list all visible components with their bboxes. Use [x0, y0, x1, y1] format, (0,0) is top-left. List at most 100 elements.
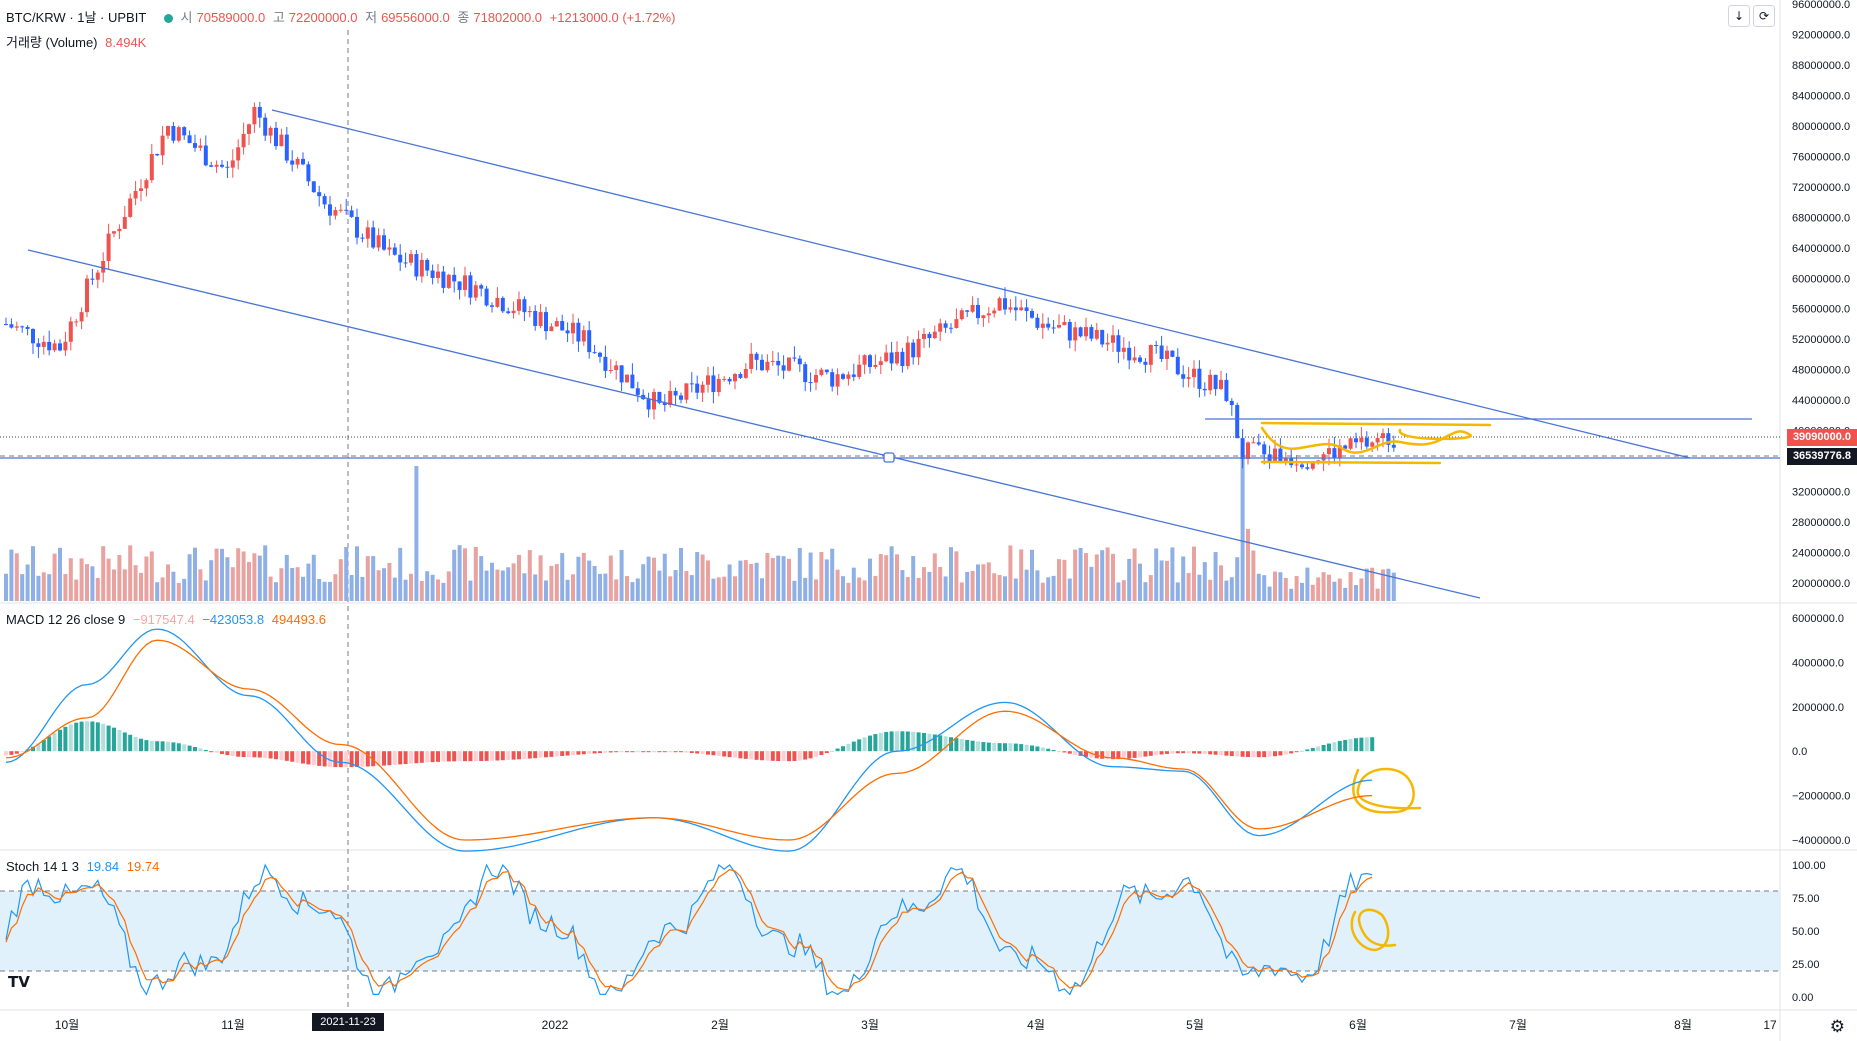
price-axis[interactable]: 96000000.0 92000000.0 88000000.0 84000000.0… — [1792, 0, 1850, 590]
volume-bar — [58, 547, 62, 601]
macd-histogram-bar — [85, 721, 89, 752]
macd-histogram-bar — [101, 723, 106, 752]
volume-bar — [1181, 556, 1186, 601]
time-axis[interactable]: 10월 11월 2022 2월 3월 4월 5월 6월 7월 8월 17 — [55, 1018, 1777, 1032]
macd-histogram-bar — [630, 751, 635, 753]
macd-histogram-bar — [1040, 747, 1045, 752]
volume-bar — [511, 563, 516, 601]
price-axis-label: 24000000.0 — [1792, 548, 1850, 560]
volume-bar — [306, 563, 311, 601]
macd-histogram-bar — [268, 751, 273, 759]
macd-histogram-bar — [533, 751, 538, 759]
volume-bar — [565, 579, 570, 601]
volume-bar — [322, 581, 327, 601]
volume-bar — [895, 554, 899, 601]
macd-histogram-bar — [1165, 751, 1169, 754]
macd-signal-line — [5, 639, 1373, 841]
macd-histogram-bar — [414, 751, 419, 764]
macd-axis[interactable]: 6000000.0 4000000.0 2000000.0 0.0 −2000000.0… — [1792, 613, 1850, 847]
macd-histogram-bar — [635, 751, 640, 753]
volume-bar — [760, 578, 764, 601]
volume-bar — [457, 545, 462, 601]
macd-histogram-bar — [835, 748, 840, 752]
macd-histogram-bar — [247, 751, 251, 758]
volume-bar — [4, 573, 8, 601]
volume-bar — [943, 576, 948, 601]
macd-histogram-bar — [279, 751, 284, 760]
macd-histogram-bar — [857, 739, 862, 752]
macd-histogram-bar — [344, 751, 349, 768]
macd-histogram-bar — [117, 730, 122, 752]
volume-bar — [220, 548, 224, 601]
macd-axis-label: 6000000.0 — [1792, 613, 1844, 625]
candle-body — [738, 374, 743, 378]
price-axis-label: 20000000.0 — [1792, 578, 1850, 590]
candle-body — [749, 353, 754, 369]
candle-body — [1170, 350, 1175, 357]
candle-body — [625, 374, 629, 383]
gear-icon[interactable]: ⚙ — [1829, 1017, 1845, 1037]
volume-bar — [333, 574, 338, 601]
volume-bar — [884, 555, 889, 601]
macd-histogram-bar — [1138, 751, 1142, 758]
tradingview-logo[interactable]: TV — [8, 973, 30, 991]
macd-histogram-bar — [1132, 751, 1137, 758]
volume-bar — [193, 547, 197, 601]
macd-histogram-bar — [1084, 751, 1088, 757]
volume-bar — [900, 570, 905, 601]
arrow-down-icon[interactable]: ↓ — [1728, 5, 1750, 27]
macd-histogram-bar — [419, 751, 424, 763]
volume-bar — [1208, 579, 1213, 601]
candle-body — [711, 375, 716, 393]
candle-body — [1256, 442, 1261, 445]
macd-histogram-bar — [263, 751, 268, 758]
macd-histogram-bar — [873, 734, 878, 752]
trendline-lower[interactable] — [27, 249, 1481, 599]
volume-bar — [1138, 563, 1142, 601]
macd-histogram-bar — [803, 751, 808, 760]
volume-bar — [495, 569, 500, 601]
candle-body — [517, 299, 521, 311]
volume-bar — [106, 558, 111, 601]
volume-bar — [803, 577, 808, 601]
macd-axis-label: −2000000.0 — [1792, 791, 1850, 803]
trendline-upper[interactable] — [271, 109, 1691, 459]
stoch-title[interactable]: Stoch 14 1 3 — [6, 859, 79, 874]
volume-bar — [1100, 550, 1105, 601]
macd-title[interactable]: MACD 12 26 close 9 — [6, 612, 126, 627]
candle-body — [220, 164, 224, 167]
macd-histogram-bar — [549, 751, 554, 757]
volume-bar — [846, 582, 851, 601]
candle-body — [787, 357, 791, 371]
volume-bar — [1224, 580, 1229, 601]
high-label: 고 — [272, 10, 285, 25]
candle-body — [808, 382, 813, 384]
macd-histogram-bar — [1278, 751, 1283, 756]
drawing-handle[interactable] — [883, 452, 895, 463]
stoch-axis[interactable]: 100.00 75.00 50.00 25.00 0.00 — [1792, 860, 1826, 1004]
candle-body — [1343, 445, 1348, 449]
macd-histogram-bar — [1197, 751, 1202, 754]
volume-bar — [171, 571, 176, 601]
volume-bar — [52, 553, 57, 601]
volume-bar — [592, 565, 597, 601]
symbol-title[interactable]: BTC/KRW · 1날 · UPBIT — [6, 10, 147, 25]
macd-histogram-bar — [1294, 751, 1299, 753]
volume-bar — [1148, 575, 1153, 601]
volume-bar — [1067, 578, 1072, 601]
macd-histogram-bar — [20, 751, 25, 753]
macd-histogram-bar — [614, 751, 619, 753]
volume-bar — [830, 548, 835, 601]
volume-bar — [619, 549, 624, 601]
volume-bar — [1013, 578, 1018, 601]
volume-label[interactable]: 거래량 (Volume) — [6, 35, 98, 50]
candle-body — [668, 390, 673, 405]
volume-bar — [209, 560, 214, 601]
macd-histogram-bar — [187, 745, 192, 752]
volume-bar — [1170, 547, 1175, 601]
volume-bar — [166, 564, 170, 601]
macd-histogram-bar — [1262, 751, 1267, 758]
macd-histogram-bar — [1310, 747, 1315, 752]
refresh-icon[interactable]: ⟳ — [1753, 5, 1775, 27]
